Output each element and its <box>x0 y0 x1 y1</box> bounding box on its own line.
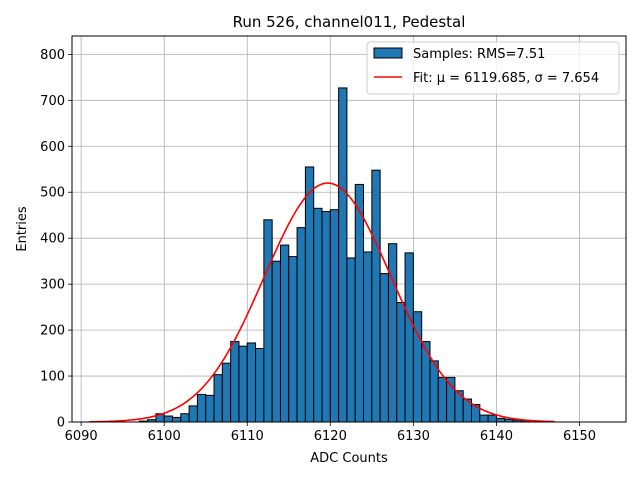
histogram-bar <box>279 244 290 423</box>
histogram-bar <box>338 87 348 423</box>
y-tick-label: 300 <box>40 278 65 293</box>
y-tick-label: 400 <box>40 232 65 247</box>
histogram-bar <box>296 227 306 423</box>
histogram-bar <box>246 342 257 423</box>
x-tick-label: 6140 <box>480 429 513 444</box>
x-axis-label: ADC Counts <box>310 451 388 466</box>
histogram-bar <box>313 207 323 423</box>
histogram-bar <box>354 183 365 423</box>
x-tick-label: 6130 <box>397 429 430 444</box>
y-axis-label: Entries <box>15 206 30 252</box>
histogram-bar <box>205 394 215 423</box>
histogram-bar <box>387 243 398 423</box>
histogram-bar <box>346 257 356 423</box>
y-tick-label: 200 <box>40 324 65 339</box>
legend-histogram-swatch <box>373 47 403 59</box>
histogram-bar <box>213 374 223 423</box>
histogram-bar <box>263 219 273 423</box>
histogram-bar <box>221 362 232 423</box>
histogram-bar <box>196 393 207 423</box>
histogram-bar <box>479 414 489 423</box>
histogram-bar <box>188 405 198 423</box>
legend-label-fit: Fit: μ = 6119.685, σ = 7.654 <box>413 71 599 86</box>
histogram-bar <box>288 256 298 423</box>
histogram-bar <box>329 209 340 423</box>
histogram-bar <box>363 251 373 423</box>
histogram-bar <box>429 360 439 423</box>
x-axis-ticks: 6090 6100 6110 6120 6130 6140 6150 <box>65 422 596 444</box>
histogram-bar <box>271 260 281 423</box>
plot-area-frame <box>71 35 627 423</box>
histogram-bar <box>495 417 506 423</box>
histogram-bar <box>487 414 497 423</box>
histogram-bar <box>396 302 406 423</box>
histogram-bar <box>304 166 315 423</box>
histogram-bar <box>437 376 448 423</box>
chart-title: Run 526, channel011, Pedestal <box>233 13 466 31</box>
x-tick-label: 6090 <box>65 429 98 444</box>
y-tick-label: 500 <box>40 186 65 201</box>
legend-label-samples: Samples: RMS=7.51 <box>413 47 545 62</box>
fit-curve-group <box>89 182 555 423</box>
histogram-bar <box>230 341 240 423</box>
legend: Samples: RMS=7.51 Fit: μ = 6119.685, σ =… <box>366 41 620 95</box>
x-tick-label: 6100 <box>148 429 181 444</box>
y-axis-ticks: 0 100 200 300 400 500 600 700 800 <box>40 48 72 431</box>
histogram-bar <box>379 273 389 423</box>
y-tick-label: 600 <box>40 140 65 155</box>
y-tick-label: 800 <box>40 48 65 63</box>
x-tick-label: 6120 <box>314 429 347 444</box>
histogram-bar <box>172 416 182 423</box>
histogram-bar <box>321 211 331 423</box>
histogram-bar <box>404 252 414 423</box>
y-tick-label: 100 <box>40 370 65 385</box>
histogram-bar <box>163 415 174 423</box>
histogram-bars <box>138 87 531 423</box>
legend-box <box>366 41 620 95</box>
histogram-bar <box>180 413 190 423</box>
histogram-bar <box>371 169 381 423</box>
x-tick-label: 6110 <box>231 429 264 444</box>
histogram-bar <box>255 347 265 423</box>
y-tick-label: 700 <box>40 94 65 109</box>
y-tick-label: 0 <box>57 416 65 431</box>
x-tick-label: 6150 <box>563 429 596 444</box>
histogram-bar <box>238 345 248 423</box>
gaussian-fit-curve <box>89 182 555 423</box>
